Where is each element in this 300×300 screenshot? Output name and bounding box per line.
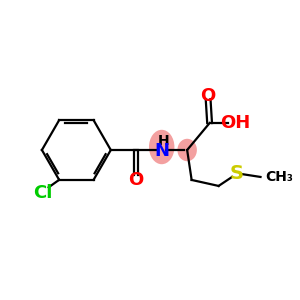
- Text: H: H: [158, 134, 169, 148]
- Text: OH: OH: [220, 114, 250, 132]
- Text: CH₃: CH₃: [265, 170, 293, 184]
- Text: Cl: Cl: [33, 184, 52, 202]
- Ellipse shape: [177, 139, 197, 161]
- Text: S: S: [230, 164, 244, 184]
- Text: O: O: [200, 87, 216, 105]
- Text: N: N: [154, 142, 169, 160]
- Text: O: O: [129, 171, 144, 189]
- Ellipse shape: [149, 130, 174, 164]
